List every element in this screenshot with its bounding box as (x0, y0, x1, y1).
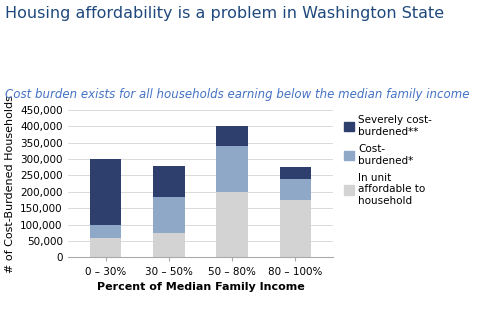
Bar (280, 200, 311, 257)
Bar (90, 225, 121, 238)
Bar (153, 197, 185, 233)
Bar (280, 179, 311, 200)
Text: Housing affordability is a problem in Washington State: Housing affordability is a problem in Wa… (5, 6, 444, 21)
Y-axis label: # of Cost-Burdened Households: # of Cost-Burdened Households (4, 95, 14, 273)
Bar (90, 238, 121, 257)
Bar (153, 233, 185, 257)
Bar (153, 166, 185, 197)
X-axis label: Percent of Median Family Income: Percent of Median Family Income (97, 282, 304, 292)
Legend: Severely cost-
burdened**, Cost-
burdened*, In unit
affordable to
household: Severely cost- burdened**, Cost- burdene… (344, 115, 432, 206)
Bar (216, 192, 248, 257)
Bar (216, 126, 248, 146)
Bar (90, 159, 121, 225)
Bar (280, 167, 311, 179)
Text: Cost burden exists for all households earning below the median family income: Cost burden exists for all households ea… (5, 88, 469, 101)
Bar (216, 146, 248, 192)
